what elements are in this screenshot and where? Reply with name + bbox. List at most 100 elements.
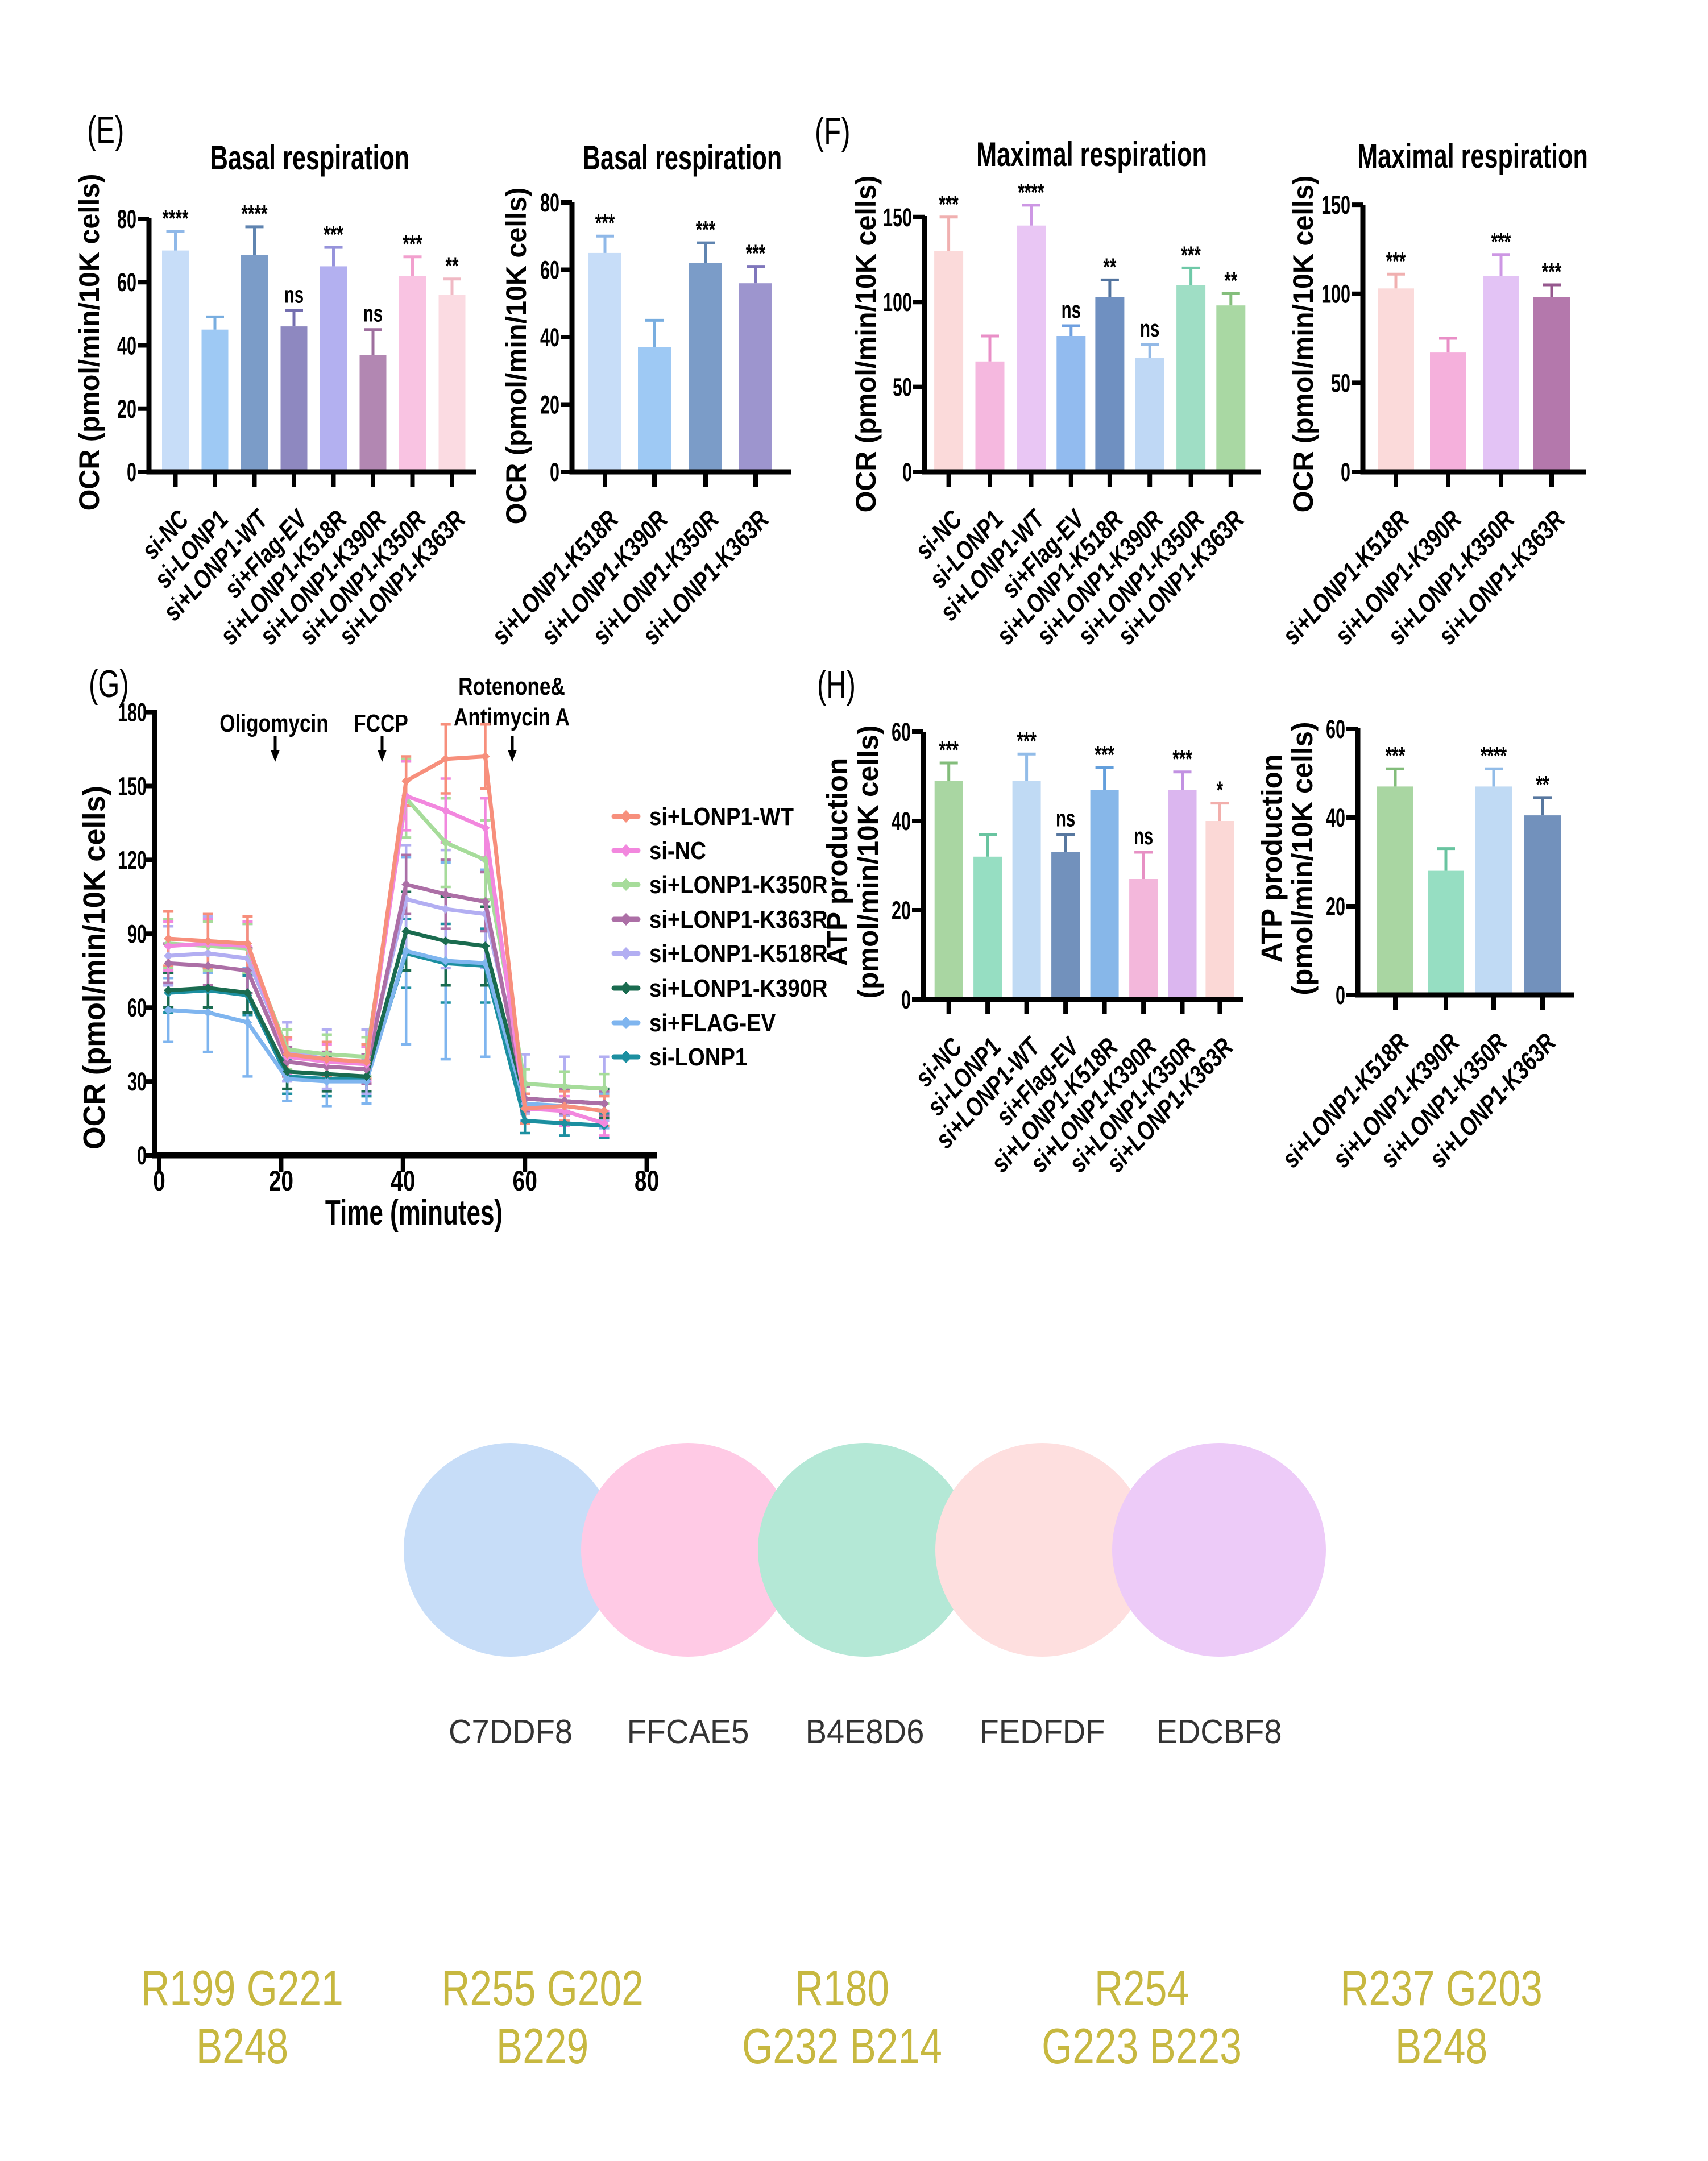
svg-text:80: 80 <box>540 189 559 217</box>
svg-text:***: *** <box>1181 240 1201 268</box>
svg-text:si+LONP1-WT: si+LONP1-WT <box>649 803 794 831</box>
svg-text:40: 40 <box>892 807 911 836</box>
svg-text:si+FLAG-EV: si+FLAG-EV <box>649 1009 776 1037</box>
svg-text:40: 40 <box>391 1164 415 1197</box>
svg-text:FCCP: FCCP <box>354 710 408 737</box>
svg-text:B4E8D6: B4E8D6 <box>806 1714 925 1751</box>
svg-text:ns: ns <box>284 281 304 308</box>
svg-text:Rotenone&: Rotenone& <box>458 673 565 700</box>
svg-text:si-NC: si-NC <box>649 837 706 865</box>
svg-text:(F): (F) <box>815 109 851 153</box>
svg-text:****: **** <box>1481 741 1507 769</box>
svg-text:(G): (G) <box>89 662 129 706</box>
svg-text:****: **** <box>163 204 189 232</box>
svg-text:20: 20 <box>540 391 559 420</box>
svg-text:***: *** <box>746 239 766 267</box>
svg-text:0: 0 <box>127 458 136 487</box>
svg-text:EDCBF8: EDCBF8 <box>1156 1714 1282 1751</box>
svg-text:Basal respiration: Basal respiration <box>583 139 782 177</box>
svg-text:***: *** <box>696 215 716 243</box>
svg-text:120: 120 <box>118 847 147 875</box>
svg-text:(E): (E) <box>87 108 124 152</box>
svg-text:60: 60 <box>513 1164 537 1197</box>
svg-text:***: *** <box>939 190 959 218</box>
svg-text:**: ** <box>446 252 459 280</box>
svg-text:***: *** <box>1017 727 1037 754</box>
svg-text:***: *** <box>1095 740 1114 768</box>
svg-text:0: 0 <box>901 986 911 1014</box>
svg-text:G223 B223: G223 B223 <box>1042 2018 1242 2074</box>
svg-text:**: ** <box>1224 266 1237 294</box>
svg-text:0: 0 <box>902 458 912 487</box>
svg-text:***: *** <box>1172 745 1192 773</box>
svg-text:Oligomycin: Oligomycin <box>219 710 329 737</box>
svg-text:G232 B214: G232 B214 <box>742 2018 942 2074</box>
svg-text:ns: ns <box>1134 823 1153 850</box>
svg-text:100: 100 <box>1321 280 1350 309</box>
svg-text:OCR (pmol/min/10K cells): OCR (pmol/min/10K cells) <box>500 188 532 525</box>
svg-text:0: 0 <box>153 1164 165 1197</box>
svg-text:150: 150 <box>1321 191 1350 219</box>
svg-text:60: 60 <box>1326 715 1345 744</box>
svg-text:***: *** <box>1491 227 1511 255</box>
svg-text:****: **** <box>1018 178 1044 206</box>
svg-text:40: 40 <box>117 332 136 360</box>
svg-text:**: ** <box>1103 252 1116 280</box>
svg-text:60: 60 <box>127 994 147 1022</box>
svg-text:60: 60 <box>540 256 559 285</box>
svg-text:(H): (H) <box>817 662 856 706</box>
svg-text:Antimycin A: Antimycin A <box>454 703 570 731</box>
svg-text:B248: B248 <box>196 2018 288 2074</box>
svg-text:OCR (pmol/min/10K cells): OCR (pmol/min/10K cells) <box>850 176 882 513</box>
svg-text:(pmol/min/10K cells): (pmol/min/10K cells) <box>852 725 884 998</box>
svg-text:***: *** <box>595 209 615 237</box>
svg-text:40: 40 <box>540 323 559 352</box>
svg-text:OCR (pmol/min/10K cells): OCR (pmol/min/10K cells) <box>77 786 111 1150</box>
svg-text:si+LONP1-K350R: si+LONP1-K350R <box>649 871 828 899</box>
svg-text:C7DDF8: C7DDF8 <box>449 1714 573 1751</box>
svg-text:Time (minutes): Time (minutes) <box>325 1193 503 1233</box>
svg-text:***: *** <box>939 736 959 764</box>
svg-text:ATP production: ATP production <box>821 758 853 966</box>
svg-text:30: 30 <box>127 1068 147 1096</box>
svg-text:OCR (pmol/min/10K cells): OCR (pmol/min/10K cells) <box>1287 176 1319 513</box>
svg-text:100: 100 <box>883 288 912 317</box>
svg-text:R237 G203: R237 G203 <box>1340 1960 1543 2016</box>
svg-text:B229: B229 <box>496 2018 588 2074</box>
svg-text:Basal respiration: Basal respiration <box>210 139 409 177</box>
svg-text:50: 50 <box>893 374 912 402</box>
svg-text:ATP production: ATP production <box>1255 754 1288 963</box>
svg-text:****: **** <box>242 200 268 227</box>
svg-text:si-LONP1: si-LONP1 <box>649 1043 747 1071</box>
svg-text:0: 0 <box>550 458 559 487</box>
svg-text:B248: B248 <box>1395 2018 1487 2074</box>
svg-text:ns: ns <box>1056 804 1075 832</box>
svg-text:ns: ns <box>363 300 383 327</box>
svg-text:***: *** <box>1386 741 1406 769</box>
svg-text:(pmol/min/10K cells): (pmol/min/10K cells) <box>1286 721 1319 995</box>
svg-text:R255 G202: R255 G202 <box>441 1960 644 2016</box>
svg-text:***: *** <box>1386 247 1406 275</box>
svg-text:50: 50 <box>1331 370 1350 398</box>
svg-text:150: 150 <box>118 773 147 801</box>
svg-text:20: 20 <box>1326 893 1345 921</box>
svg-text:0: 0 <box>1336 981 1345 1010</box>
svg-text:*: * <box>1217 776 1224 804</box>
svg-text:**: ** <box>1536 770 1549 798</box>
svg-text:20: 20 <box>117 395 136 424</box>
svg-text:***: *** <box>324 220 343 248</box>
svg-text:80: 80 <box>117 205 136 234</box>
svg-text:Maximal respiration: Maximal respiration <box>1357 138 1588 176</box>
svg-text:***: *** <box>1542 258 1562 285</box>
svg-text:R254: R254 <box>1095 1960 1189 2016</box>
svg-text:R180: R180 <box>795 1960 889 2016</box>
svg-text:FEDFDF: FEDFDF <box>979 1714 1105 1751</box>
svg-text:90: 90 <box>127 920 147 949</box>
svg-text:Maximal respiration: Maximal respiration <box>976 136 1207 174</box>
svg-text:0: 0 <box>137 1142 147 1170</box>
svg-text:80: 80 <box>635 1164 659 1197</box>
svg-text:150: 150 <box>883 204 912 232</box>
svg-text:***: *** <box>403 230 422 258</box>
svg-text:ns: ns <box>1140 315 1159 342</box>
svg-text:20: 20 <box>892 897 911 925</box>
